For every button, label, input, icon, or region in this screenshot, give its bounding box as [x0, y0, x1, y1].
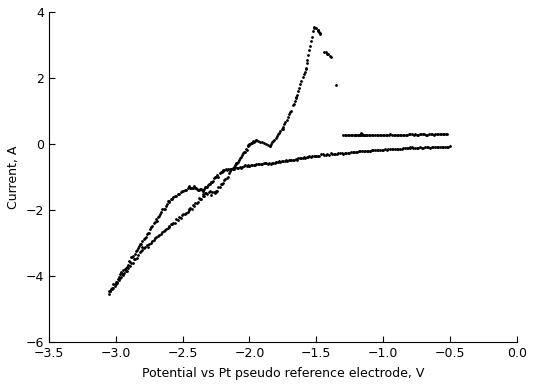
X-axis label: Potential vs Pt pseudo reference electrode, V: Potential vs Pt pseudo reference electro…	[142, 367, 424, 380]
Y-axis label: Current, A: Current, A	[7, 146, 20, 209]
